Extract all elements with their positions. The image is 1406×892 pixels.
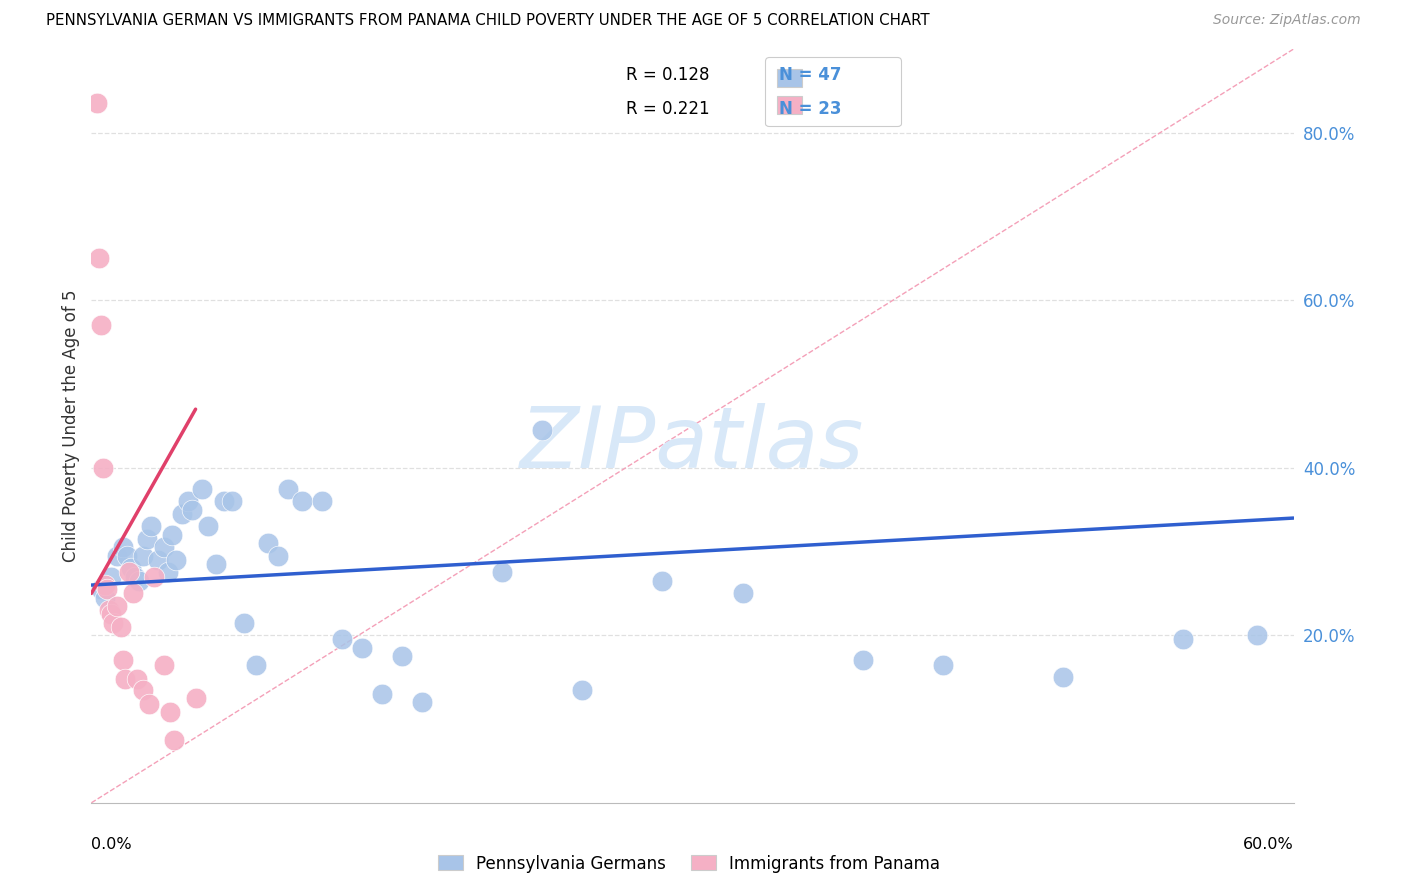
Point [1173, 632, 1195, 647]
Point [141, 519, 163, 533]
Point [128, 574, 150, 588]
Point [160, 528, 183, 542]
Point [132, 682, 155, 697]
Point [152, 657, 174, 672]
Point [94, 591, 117, 605]
Point [103, 615, 125, 630]
Point [330, 632, 353, 647]
Point [371, 687, 394, 701]
Point [142, 570, 165, 584]
Point [1052, 670, 1074, 684]
Point [107, 599, 129, 613]
Point [98, 603, 121, 617]
Legend: Pennsylvania Germans, Immigrants from Panama: Pennsylvania Germans, Immigrants from Pa… [432, 848, 946, 880]
Point [180, 502, 202, 516]
Point [571, 682, 593, 697]
Point [100, 570, 122, 584]
Point [86, 96, 108, 111]
Point [94, 578, 117, 592]
Text: N = 23: N = 23 [779, 101, 842, 119]
Point [212, 494, 235, 508]
Point [118, 566, 141, 580]
Point [170, 507, 193, 521]
Point [132, 549, 155, 563]
Text: PENNSYLVANIA GERMAN VS IMMIGRANTS FROM PANAMA CHILD POVERTY UNDER THE AGE OF 5 C: PENNSYLVANIA GERMAN VS IMMIGRANTS FROM P… [46, 13, 929, 29]
Point [110, 620, 132, 634]
Point [138, 697, 160, 711]
Point [531, 423, 554, 437]
Point [350, 640, 373, 655]
Point [491, 566, 513, 580]
Point [311, 494, 333, 508]
Point [121, 561, 143, 575]
Y-axis label: Child Poverty Under the Age of 5: Child Poverty Under the Age of 5 [62, 290, 80, 562]
Point [1246, 628, 1268, 642]
Point [156, 566, 179, 580]
Point [184, 691, 207, 706]
Point [107, 549, 129, 563]
Text: 0.0%: 0.0% [91, 837, 132, 852]
Legend:               ,               : , [765, 57, 900, 127]
Point [245, 657, 267, 672]
Point [391, 649, 413, 664]
Point [96, 582, 118, 597]
Point [112, 541, 135, 555]
Point [176, 494, 198, 508]
Point [277, 482, 299, 496]
Point [197, 519, 219, 533]
Point [146, 553, 169, 567]
Point [165, 553, 187, 567]
Point [731, 586, 754, 600]
Point [114, 672, 136, 686]
Point [90, 318, 112, 333]
Point [651, 574, 673, 588]
Point [411, 695, 433, 709]
Text: Source: ZipAtlas.com: Source: ZipAtlas.com [1213, 13, 1361, 28]
Point [932, 657, 955, 672]
Point [256, 536, 278, 550]
Point [117, 549, 139, 563]
Point [100, 607, 122, 622]
Point [852, 653, 875, 667]
Point [232, 615, 254, 630]
Point [291, 494, 314, 508]
Point [90, 582, 112, 597]
Point [190, 482, 212, 496]
Point [159, 706, 181, 720]
Point [127, 672, 149, 686]
Text: R = 0.221: R = 0.221 [626, 101, 710, 119]
Point [221, 494, 243, 508]
Point [267, 549, 290, 563]
Text: N = 47: N = 47 [779, 66, 842, 85]
Point [124, 570, 146, 584]
Text: R = 0.128: R = 0.128 [626, 66, 710, 85]
Text: ZIPatlas: ZIPatlas [520, 403, 865, 486]
Point [152, 541, 174, 555]
Point [136, 532, 159, 546]
Point [93, 460, 115, 475]
Text: 60.0%: 60.0% [1243, 837, 1294, 852]
Point [204, 557, 226, 571]
Point [122, 586, 145, 600]
Point [89, 252, 111, 266]
Point [162, 733, 184, 747]
Point [112, 653, 135, 667]
